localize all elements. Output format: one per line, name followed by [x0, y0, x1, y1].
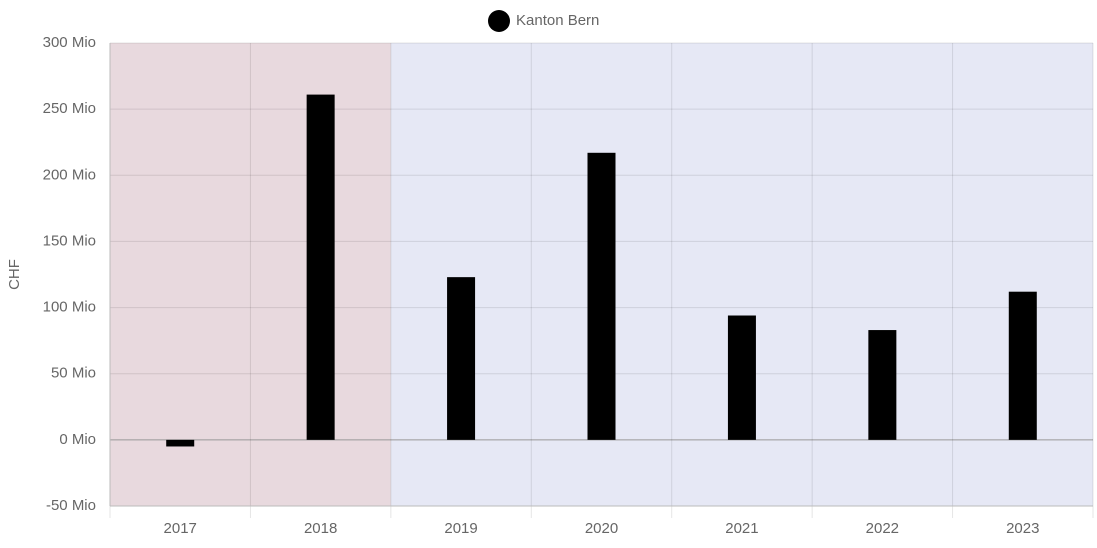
- bar: [447, 277, 476, 440]
- y-axis-label: CHF: [6, 259, 23, 290]
- x-tick-label: 2017: [164, 520, 197, 537]
- legend-label: Kanton Bern: [516, 12, 599, 29]
- bar: [727, 315, 756, 440]
- bar: [306, 94, 335, 440]
- bar: [1008, 291, 1037, 440]
- y-tick-label: -50 Mio: [46, 497, 96, 514]
- y-tick-label: 150 Mio: [43, 232, 96, 249]
- x-tick-label: 2019: [444, 520, 477, 537]
- y-tick-label: 50 Mio: [51, 365, 96, 382]
- bar: [868, 330, 897, 440]
- y-tick-label: 200 Mio: [43, 166, 96, 183]
- y-tick-label: 300 Mio: [43, 34, 96, 51]
- x-tick-label: 2022: [866, 520, 899, 537]
- x-tick-label: 2023: [1006, 520, 1039, 537]
- x-tick-label: 2020: [585, 520, 618, 537]
- bar: [587, 152, 616, 440]
- background-region: [110, 43, 391, 506]
- x-tick-label: 2021: [725, 520, 758, 537]
- bar: [166, 439, 195, 447]
- legend-marker: [488, 10, 510, 32]
- y-tick-label: 100 Mio: [43, 299, 96, 316]
- y-tick-label: 0 Mio: [59, 431, 96, 448]
- x-tick-label: 2018: [304, 520, 337, 537]
- y-tick-label: 250 Mio: [43, 100, 96, 117]
